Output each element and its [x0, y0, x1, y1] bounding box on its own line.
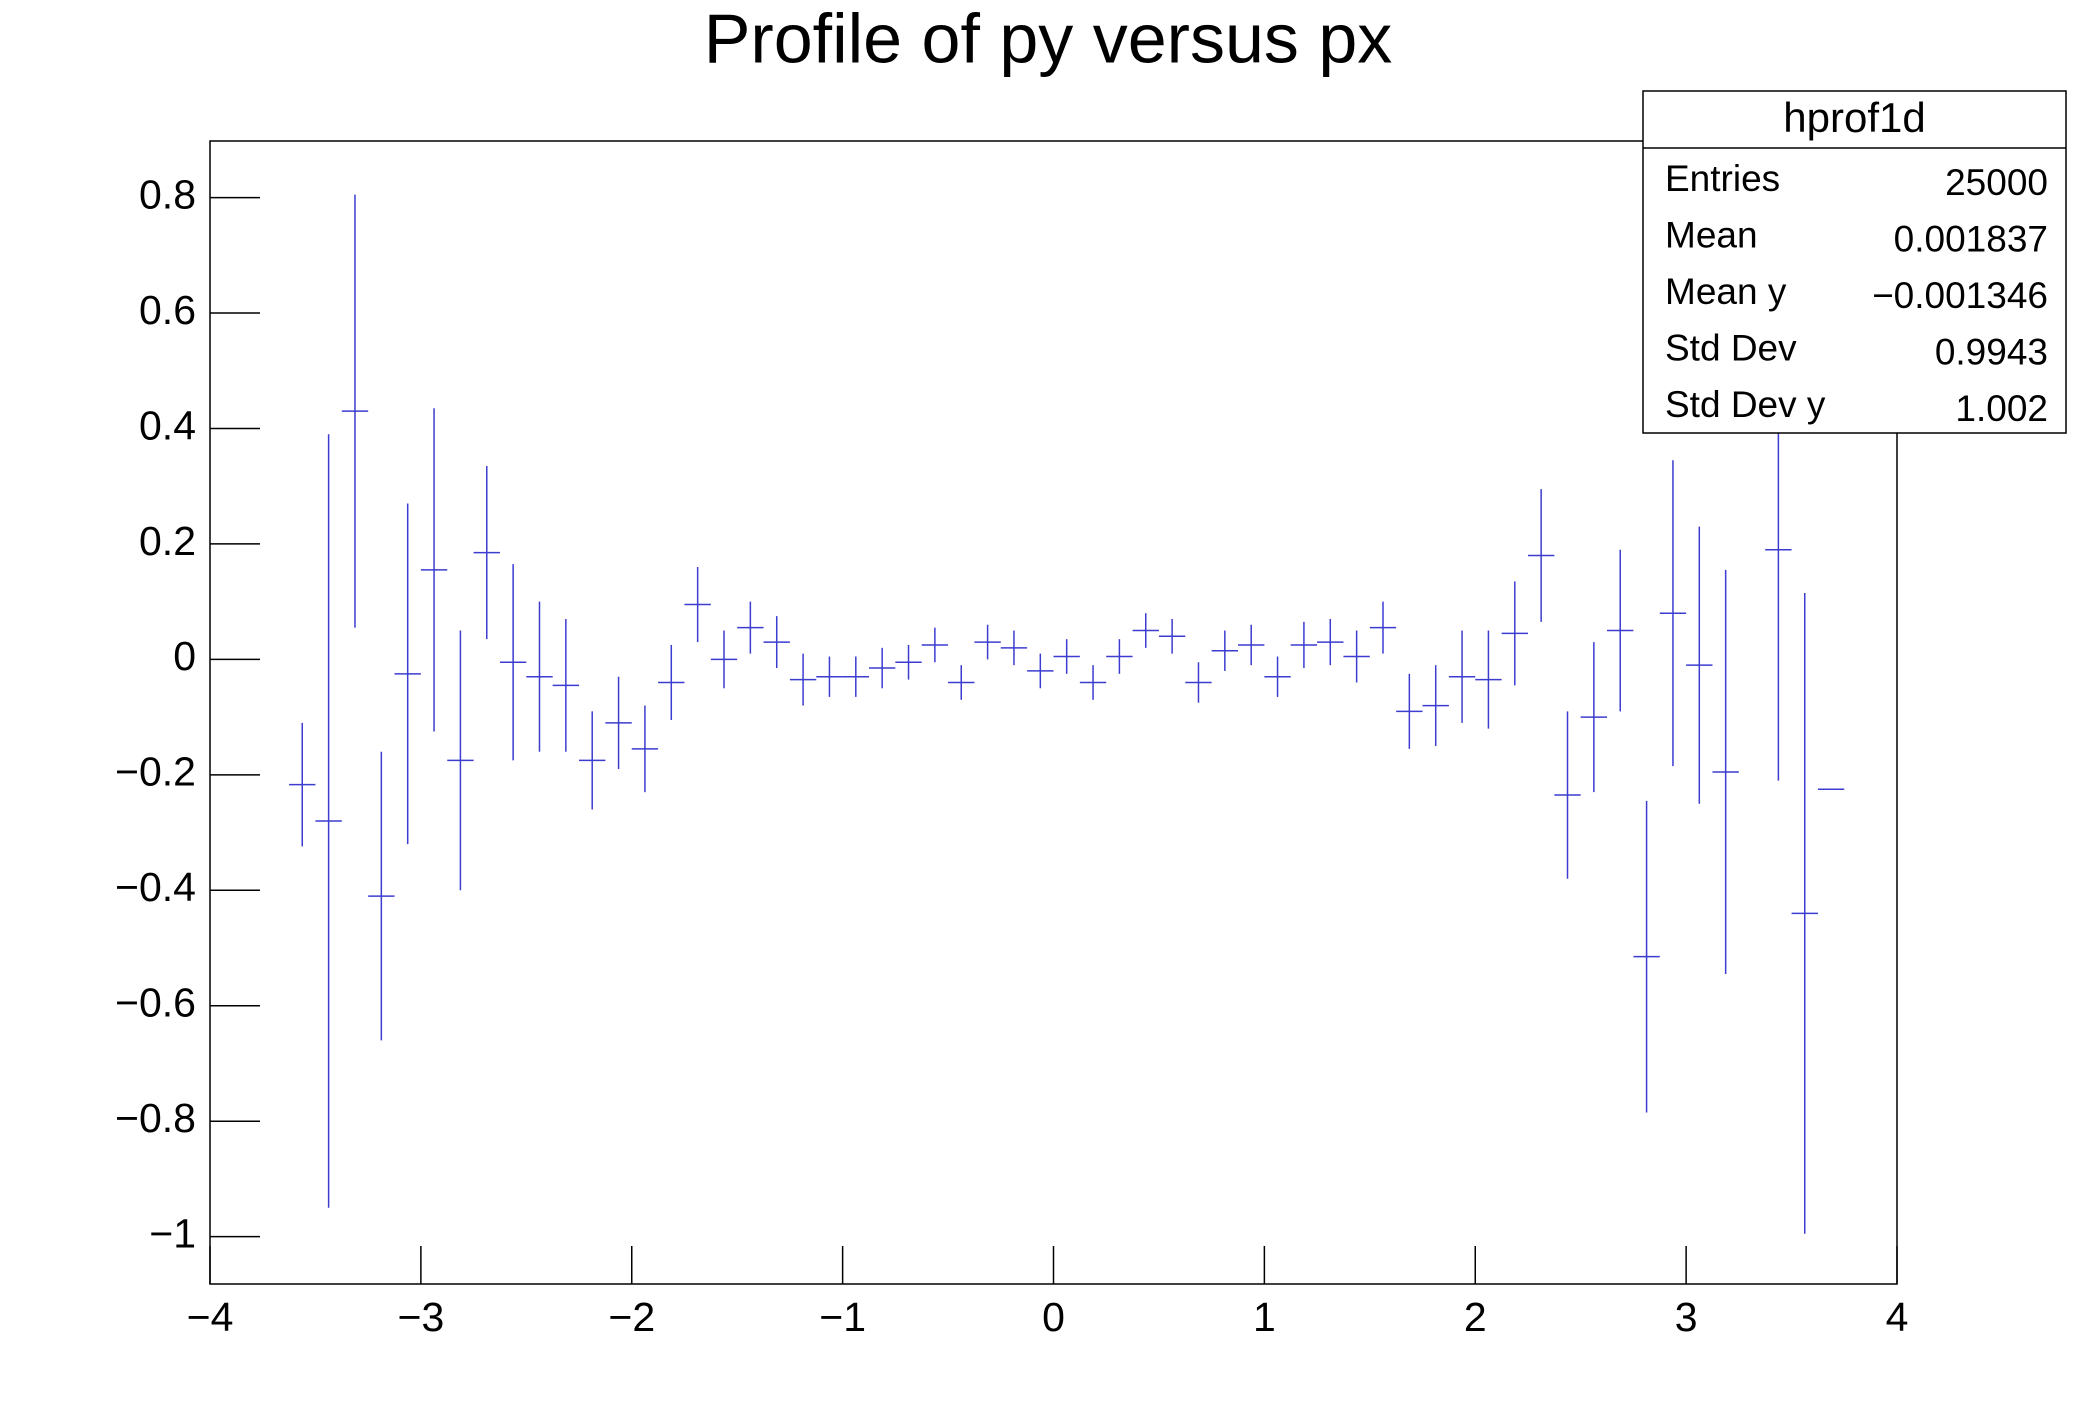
stats-label: Mean y: [1665, 271, 1787, 312]
x-tick-label: 1: [1253, 1294, 1276, 1340]
y-tick-label: 0.6: [139, 287, 196, 333]
y-tick-label: −0.6: [115, 980, 196, 1026]
stats-value: 0.001837: [1894, 218, 2048, 259]
y-tick-label: 0.4: [139, 402, 196, 448]
stats-label: Mean: [1665, 214, 1758, 255]
y-tick-label: −0.8: [115, 1095, 196, 1141]
x-tick-label: 4: [1886, 1294, 1909, 1340]
stats-value: 1.002: [1955, 388, 2048, 429]
x-tick-label: 2: [1464, 1294, 1487, 1340]
y-tick-label: 0: [173, 633, 196, 679]
x-tick-label: 0: [1042, 1294, 1065, 1340]
stats-value: −0.001346: [1872, 275, 2048, 316]
x-tick-label: −1: [819, 1294, 866, 1340]
stats-box: [1642, 90, 2067, 434]
stats-value: 25000: [1945, 162, 2048, 203]
stats-value: 0.9943: [1935, 331, 2048, 372]
stats-title: hprof1d: [1783, 94, 1925, 141]
y-tick-label: −0.2: [115, 749, 196, 795]
y-tick-label: 0.8: [139, 171, 196, 217]
stats-label: Std Dev y: [1665, 384, 1826, 425]
stats-label: Entries: [1665, 158, 1780, 199]
y-tick-label: −1: [149, 1210, 196, 1256]
y-tick-label: −0.4: [115, 864, 196, 910]
x-tick-label: −2: [608, 1294, 655, 1340]
stats-label: Std Dev: [1665, 327, 1797, 368]
x-tick-label: −4: [187, 1294, 234, 1340]
chart-title: Profile of py versus px: [704, 0, 1393, 77]
x-tick-label: −3: [398, 1294, 445, 1340]
y-tick-label: 0.2: [139, 518, 196, 564]
x-tick-label: 3: [1675, 1294, 1698, 1340]
